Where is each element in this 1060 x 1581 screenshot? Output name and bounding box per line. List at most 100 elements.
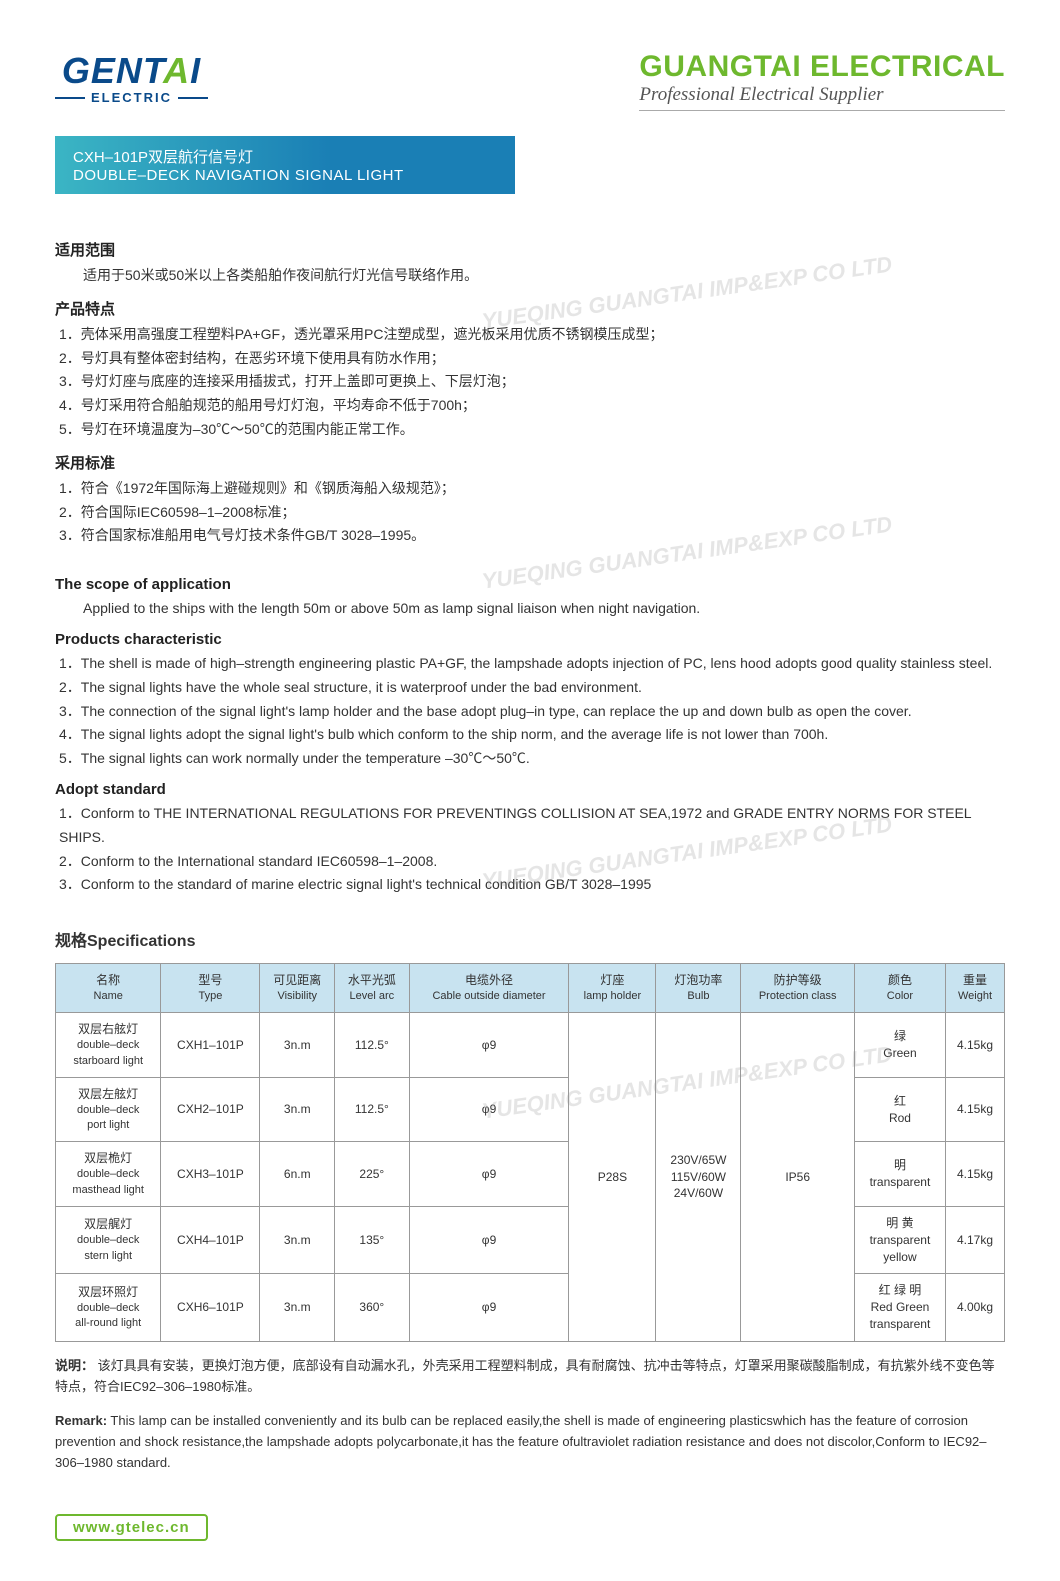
list-item: 1．壳体采用高强度工程塑料PA+GF，透光罩采用PC注塑成型，遮光板采用优质不锈… <box>59 323 1005 347</box>
table-cell: 双层桅灯double–deckmasthead light <box>56 1142 161 1207</box>
title-en: DOUBLE–DECK NAVIGATION SIGNAL LIGHT <box>73 167 497 184</box>
logo-guangtai: GUANGTAI ELECTRICAL <box>639 50 1005 84</box>
list-item: 2．号灯具有整体密封结构，在恶劣环境下使用具有防水作用； <box>59 347 1005 371</box>
table-header-cell: 名称Name <box>56 964 161 1013</box>
remark-en: Remark: This lamp can be installed conve… <box>55 1411 1005 1473</box>
table-header-cell: 灯泡功率Bulb <box>656 964 741 1013</box>
table-cell: CXH6–101P <box>161 1274 260 1341</box>
table-cell: 4.15kg <box>946 1077 1005 1142</box>
remark-en-label: Remark: <box>55 1413 107 1428</box>
table-header-cell: 重量Weight <box>946 964 1005 1013</box>
table-cell: 3n.m <box>260 1207 335 1274</box>
page-header: GENTAI ELECTRIC GUANGTAI ELECTRICAL Prof… <box>55 50 1005 111</box>
list-item: 5．The signal lights can work normally un… <box>59 747 1005 771</box>
list-item: 1．符合《1972年国际海上避碰规则》和《钢质海船入级规范》； <box>59 477 1005 501</box>
table-cell: CXH2–101P <box>161 1077 260 1142</box>
table-cell: 双层右舷灯double–deckstarboard light <box>56 1013 161 1078</box>
table-cell: 双层左舷灯double–deckport light <box>56 1077 161 1142</box>
en-standard-title: Adopt standard <box>55 781 1005 798</box>
table-cell: φ9 <box>409 1207 569 1274</box>
table-row: 双层桅灯double–deckmasthead lightCXH3–101P6n… <box>56 1142 1005 1207</box>
table-header-cell: 防护等级Protection class <box>741 964 854 1013</box>
cn-feature-title: 产品特点 <box>55 298 1005 319</box>
table-cell: φ9 <box>409 1142 569 1207</box>
spec-title: 规格Specifications <box>55 927 1005 951</box>
title-bar: CXH–101P双层航行信号灯 DOUBLE–DECK NAVIGATION S… <box>55 136 515 194</box>
spec-table: 名称Name型号Type可见距离Visibility水平光弧Level arc电… <box>55 963 1005 1342</box>
table-cell: 360° <box>335 1274 410 1341</box>
table-cell: CXH1–101P <box>161 1013 260 1078</box>
table-cell: 230V/65W115V/60W24V/60W <box>656 1013 741 1342</box>
table-row: 双层左舷灯double–deckport lightCXH2–101P3n.m1… <box>56 1077 1005 1142</box>
list-item: 1．The shell is made of high–strength eng… <box>59 652 1005 676</box>
divider-line <box>178 97 208 99</box>
table-cell: 红Rod <box>854 1077 945 1142</box>
remark-cn-label: 说明： <box>55 1358 94 1373</box>
list-item: 4．The signal lights adopt the signal lig… <box>59 723 1005 747</box>
table-cell: CXH3–101P <box>161 1142 260 1207</box>
table-cell: φ9 <box>409 1013 569 1078</box>
remark-cn: 说明： 该灯具具有安装，更换灯泡方便，底部设有自动漏水孔，外壳采用工程塑料制成，… <box>55 1356 1005 1398</box>
logo-gentai: GENTAI <box>62 50 201 92</box>
cn-content: 适用范围 适用于50米或50米以上各类船舶作夜间航行灯光信号联络作用。 产品特点… <box>55 239 1005 548</box>
table-cell: 4.00kg <box>946 1274 1005 1341</box>
logo-house-icon: A <box>163 50 190 91</box>
table-cell: φ9 <box>409 1077 569 1142</box>
remark-cn-body: 该灯具具有安装，更换灯泡方便，底部设有自动漏水孔，外壳采用工程塑料制成，具有耐腐… <box>55 1358 995 1394</box>
table-cell: 225° <box>335 1142 410 1207</box>
cn-standard-title: 采用标准 <box>55 452 1005 473</box>
logo-subtitle: Professional Electrical Supplier <box>639 84 1005 111</box>
table-cell: 双层环照灯double–deckall-round light <box>56 1274 161 1341</box>
list-item: 5．号灯在环境温度为–30℃～50℃的范围内能正常工作。 <box>59 418 1005 442</box>
table-header-cell: 水平光弧Level arc <box>335 964 410 1013</box>
list-item: 1．Conform to THE INTERNATIONAL REGULATIO… <box>59 802 1005 850</box>
list-item: 3．Conform to the standard of marine elec… <box>59 873 1005 897</box>
table-cell: 3n.m <box>260 1013 335 1078</box>
logo-guangtai-block: GUANGTAI ELECTRICAL Professional Electri… <box>639 50 1005 111</box>
list-item: 3．The connection of the signal light's l… <box>59 700 1005 724</box>
table-row: 双层右舷灯double–deckstarboard lightCXH1–101P… <box>56 1013 1005 1078</box>
en-scope-title: The scope of application <box>55 576 1005 593</box>
table-cell: 3n.m <box>260 1274 335 1341</box>
logo-electric: ELECTRIC <box>55 90 208 105</box>
list-item: 2．符合国际IEC60598–1–2008标准； <box>59 501 1005 525</box>
logo-text-1: GENT <box>62 50 163 91</box>
list-item: 3．符合国家标准船用电气号灯技术条件GB/T 3028–1995。 <box>59 524 1005 548</box>
remark-en-body: This lamp can be installed conveniently … <box>55 1413 987 1470</box>
en-content: The scope of application Applied to the … <box>55 576 1005 897</box>
logo-gentai-block: GENTAI ELECTRIC <box>55 50 208 105</box>
table-header-cell: 可见距离Visibility <box>260 964 335 1013</box>
table-row: 双层艉灯double–deckstern lightCXH4–101P3n.m1… <box>56 1207 1005 1274</box>
table-cell: 112.5° <box>335 1077 410 1142</box>
cn-scope-body: 适用于50米或50米以上各类船舶作夜间航行灯光信号联络作用。 <box>55 264 1005 288</box>
table-row: 双层环照灯double–deckall-round lightCXH6–101P… <box>56 1274 1005 1341</box>
table-cell: 3n.m <box>260 1077 335 1142</box>
logo-electric-text: ELECTRIC <box>91 90 172 105</box>
table-cell: 4.17kg <box>946 1207 1005 1274</box>
list-item: 2．Conform to the International standard … <box>59 850 1005 874</box>
logo-text-2: I <box>190 50 201 91</box>
table-cell: 112.5° <box>335 1013 410 1078</box>
table-cell: 明 黄transparentyellow <box>854 1207 945 1274</box>
en-scope-body: Applied to the ships with the length 50m… <box>55 597 1005 621</box>
en-feature-title: Products characteristic <box>55 631 1005 648</box>
table-cell: 135° <box>335 1207 410 1274</box>
list-item: 3．号灯灯座与底座的连接采用插拔式，打开上盖即可更换上、下层灯泡； <box>59 370 1005 394</box>
divider-line <box>55 97 85 99</box>
table-cell: φ9 <box>409 1274 569 1341</box>
table-header-cell: 颜色Color <box>854 964 945 1013</box>
table-cell: 6n.m <box>260 1142 335 1207</box>
cn-scope-title: 适用范围 <box>55 239 1005 260</box>
table-header-cell: 电缆外径Cable outside diameter <box>409 964 569 1013</box>
footer-url: www.gtelec.cn <box>55 1514 208 1541</box>
list-item: 2．The signal lights have the whole seal … <box>59 676 1005 700</box>
table-cell: 红 绿 明Red Greentransparent <box>854 1274 945 1341</box>
table-header-cell: 型号Type <box>161 964 260 1013</box>
table-cell: 4.15kg <box>946 1142 1005 1207</box>
table-cell: CXH4–101P <box>161 1207 260 1274</box>
table-cell: 绿Green <box>854 1013 945 1078</box>
list-item: 4．号灯采用符合船舶规范的船用号灯灯泡，平均寿命不低于700h； <box>59 394 1005 418</box>
title-cn: CXH–101P双层航行信号灯 <box>73 146 497 167</box>
table-cell: 明transparent <box>854 1142 945 1207</box>
table-cell: 双层艉灯double–deckstern light <box>56 1207 161 1274</box>
